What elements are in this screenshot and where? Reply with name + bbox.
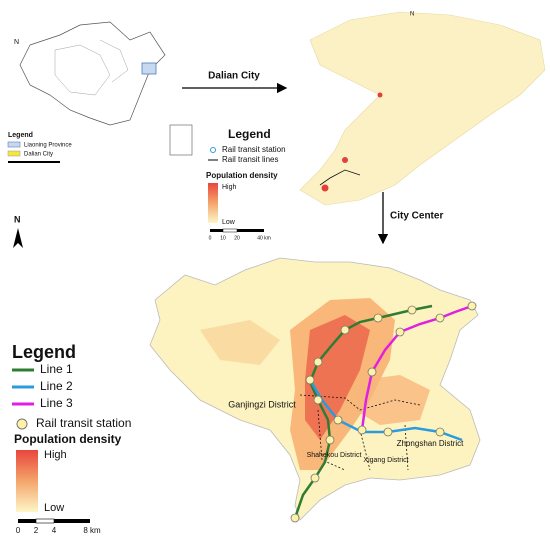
rail-station	[395, 327, 405, 337]
center-map: Ganjingzi District Shahekou District Xig…	[12, 214, 481, 535]
scale-label: 2	[34, 526, 39, 535]
density-high: High	[44, 449, 67, 461]
density-low: Low	[222, 219, 236, 226]
arrow-label: Dalian City	[208, 71, 260, 82]
scale-label: 20	[234, 235, 240, 241]
rail-station	[333, 415, 343, 425]
rail-line	[293, 304, 433, 519]
rail-station	[467, 301, 477, 311]
legend-item: Rail transit lines	[222, 155, 278, 164]
legend-item: Dalian City	[24, 152, 53, 158]
district-label: Zhongshan District	[397, 439, 464, 448]
density-high: High	[222, 184, 237, 191]
district-label: Shahekou District	[307, 452, 362, 459]
district-label: Xigang District	[363, 457, 408, 464]
arrow-label: City Center	[390, 211, 443, 222]
legend-title: Legend	[12, 342, 76, 362]
rail-station	[310, 473, 320, 483]
rail-station	[325, 435, 335, 445]
density-title: Population density	[206, 171, 278, 180]
district-label: Ganjingzi District	[228, 399, 296, 409]
scale-label: 40 km	[257, 235, 271, 241]
rail-station	[407, 305, 417, 315]
rail-station	[313, 395, 323, 405]
rail-station	[383, 427, 393, 437]
legend-title: Legend	[8, 132, 33, 139]
rail-station	[435, 427, 445, 437]
rail-station	[357, 425, 367, 435]
north-label: N	[410, 12, 414, 18]
scale-label: 10	[220, 235, 226, 241]
rail-station	[373, 313, 383, 323]
legend-title: Legend	[228, 127, 271, 141]
rail-station	[313, 357, 323, 367]
rail-station	[290, 513, 300, 523]
scale-label: 8 km	[83, 526, 101, 535]
rail-station	[305, 375, 315, 385]
dalian-map: N Legend Rail transit station Rail trans…	[206, 12, 546, 241]
north-label: N	[14, 214, 21, 224]
scale-label: 0	[209, 235, 212, 241]
rail-station	[340, 325, 350, 335]
scale-label: 4	[52, 526, 57, 535]
rail-station	[435, 313, 445, 323]
north-label: N	[14, 39, 19, 46]
legend-item: Line 3	[40, 396, 73, 410]
legend-item: Line 2	[40, 379, 73, 393]
rail-station	[367, 367, 377, 377]
overview-map: N Legend Liaoning Province Dalian City	[7, 21, 193, 163]
legend-item: Line 1	[40, 362, 73, 376]
density-title: Population density	[14, 432, 122, 446]
legend-item: Liaoning Province	[24, 143, 72, 149]
scale-label: 0	[16, 526, 21, 535]
legend-item: Rail transit station	[36, 416, 131, 430]
legend-item: Rail transit station	[222, 145, 286, 154]
density-low: Low	[44, 502, 64, 514]
